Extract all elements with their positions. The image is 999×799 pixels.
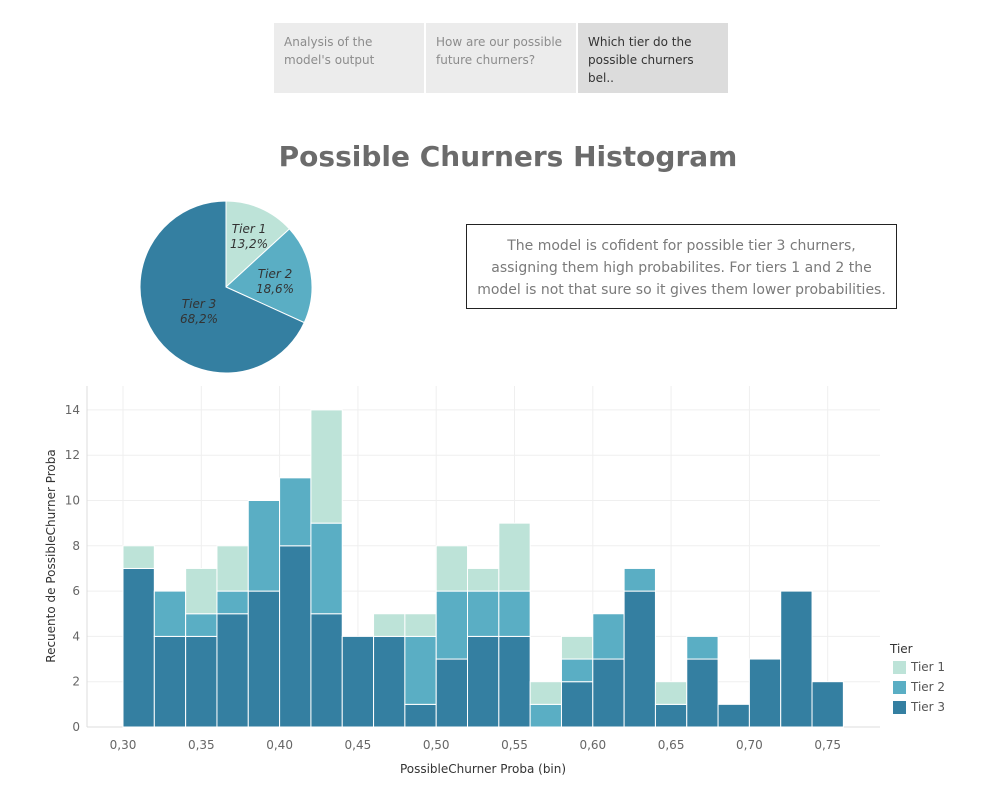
bar-tier-2 (592, 613, 625, 660)
bar-tier-1 (498, 522, 531, 592)
bar-tier-3 (748, 658, 782, 728)
legend-swatch-tier-3 (893, 700, 906, 714)
pie-value-tier-3: 68,2% (180, 312, 218, 326)
x-tick-label: 0,35 (188, 738, 215, 752)
tab-model-output-analysis[interactable]: Analysis of the model's output (274, 23, 424, 93)
bar-tier-3 (435, 658, 469, 728)
x-tick-label: 0,45 (345, 738, 372, 752)
pie-label-tier-2: Tier 2 (258, 267, 292, 281)
bar-tier-3 (498, 635, 531, 728)
bar-tier-2 (686, 635, 719, 660)
x-tick-label: 0,65 (658, 738, 685, 752)
bar-tier-2 (498, 590, 531, 637)
x-tick-label: 0,60 (579, 738, 606, 752)
bar-tier-2 (404, 635, 437, 705)
dashboard-tabs: Analysis of the model's output How are o… (274, 23, 728, 93)
bar-tier-1 (216, 545, 249, 592)
bar-tier-1 (404, 613, 437, 637)
bar-tier-3 (623, 590, 656, 728)
bar-tier-3 (279, 545, 312, 728)
bar-tier-3 (247, 590, 281, 728)
legend-item-tier-1[interactable]: Tier 1 (893, 660, 945, 674)
bar-tier-2 (247, 500, 281, 592)
legend-item-tier-2[interactable]: Tier 2 (893, 680, 945, 694)
bar-tier-2 (435, 590, 469, 660)
bar-tier-2 (216, 590, 249, 615)
bar-tier-2 (279, 477, 312, 547)
bar-tier-2 (467, 590, 500, 637)
x-tick-label: 0,70 (736, 738, 763, 752)
pie-value-tier-1: 13,2% (230, 237, 268, 251)
bar-tier-3 (467, 635, 500, 728)
bar-tier-1 (467, 567, 500, 592)
y-tick-label: 14 (65, 403, 80, 417)
x-tick-label: 0,75 (814, 738, 841, 752)
bar-tier-2 (623, 567, 656, 592)
pie-label-tier-1: Tier 1 (232, 222, 266, 236)
legend-label-tier-3: Tier 3 (911, 700, 946, 714)
bar-tier-3 (122, 567, 155, 728)
legend-title: Tier (890, 642, 913, 656)
legend-label-tier-2: Tier 2 (911, 680, 946, 694)
bar-tier-3 (560, 681, 594, 728)
y-tick-label: 0 (72, 720, 80, 734)
bar-tier-1 (373, 613, 406, 637)
x-axis-title: PossibleChurner Proba (bin) (400, 762, 566, 776)
bar-tier-1 (310, 409, 343, 524)
x-tick-label: 0,40 (266, 738, 293, 752)
legend-label-tier-1: Tier 1 (911, 660, 946, 674)
bar-tier-1 (529, 681, 562, 705)
bar-tier-3 (373, 635, 406, 728)
y-tick-label: 2 (72, 675, 80, 689)
legend-swatch-tier-2 (893, 680, 906, 694)
bar-tier-2 (185, 613, 218, 637)
bar-tier-3 (310, 613, 343, 728)
y-tick-label: 6 (72, 584, 80, 598)
pie-label-tier-3: Tier 3 (182, 297, 216, 311)
bar-tier-3 (592, 658, 625, 728)
bar-tier-1 (185, 567, 218, 615)
y-axis-title: Recuento de PossibleChurner Proba (44, 449, 58, 662)
bar-tier-1 (435, 545, 469, 592)
bar-tier-2 (560, 658, 594, 683)
x-tick-label: 0,55 (501, 738, 528, 752)
bar-tier-1 (122, 545, 155, 569)
y-tick-label: 10 (65, 494, 80, 508)
x-tick-label: 0,30 (110, 738, 137, 752)
bar-tier-3 (341, 635, 375, 728)
y-tick-label: 12 (65, 448, 80, 462)
bar-tier-3 (654, 703, 688, 728)
bar-tier-3 (686, 658, 719, 728)
bar-tier-3 (780, 590, 813, 728)
bar-tier-3 (811, 681, 844, 728)
bar-tier-3 (404, 703, 437, 728)
y-tick-label: 4 (72, 629, 80, 643)
bar-tier-3 (185, 635, 218, 728)
y-tick-label: 8 (72, 539, 80, 553)
bar-tier-1 (654, 681, 688, 705)
bar-tier-3 (717, 703, 750, 728)
bar-tier-1 (560, 635, 594, 660)
bar-tier-3 (216, 613, 249, 728)
page-title: Possible Churners Histogram (278, 140, 738, 173)
bar-tier-2 (153, 590, 187, 637)
tab-future-churners[interactable]: How are our possible future churners? (426, 23, 576, 93)
pie-value-tier-2: 18,6% (256, 282, 294, 296)
bar-tier-3 (153, 635, 187, 728)
pie-slice-tier-2 (225, 228, 313, 324)
legend-swatch-tier-1 (893, 660, 906, 674)
insight-note: The model is cofident for possible tier … (466, 224, 897, 309)
x-tick-label: 0,50 (423, 738, 450, 752)
pie-slice-tier-1 (225, 200, 291, 289)
legend-item-tier-3[interactable]: Tier 3 (893, 700, 945, 714)
tab-churner-tiers[interactable]: Which tier do the possible churners bel.… (578, 23, 728, 93)
pie-slice-tier-3 (139, 200, 305, 374)
bar-tier-2 (310, 522, 343, 615)
bar-tier-2 (529, 703, 562, 728)
